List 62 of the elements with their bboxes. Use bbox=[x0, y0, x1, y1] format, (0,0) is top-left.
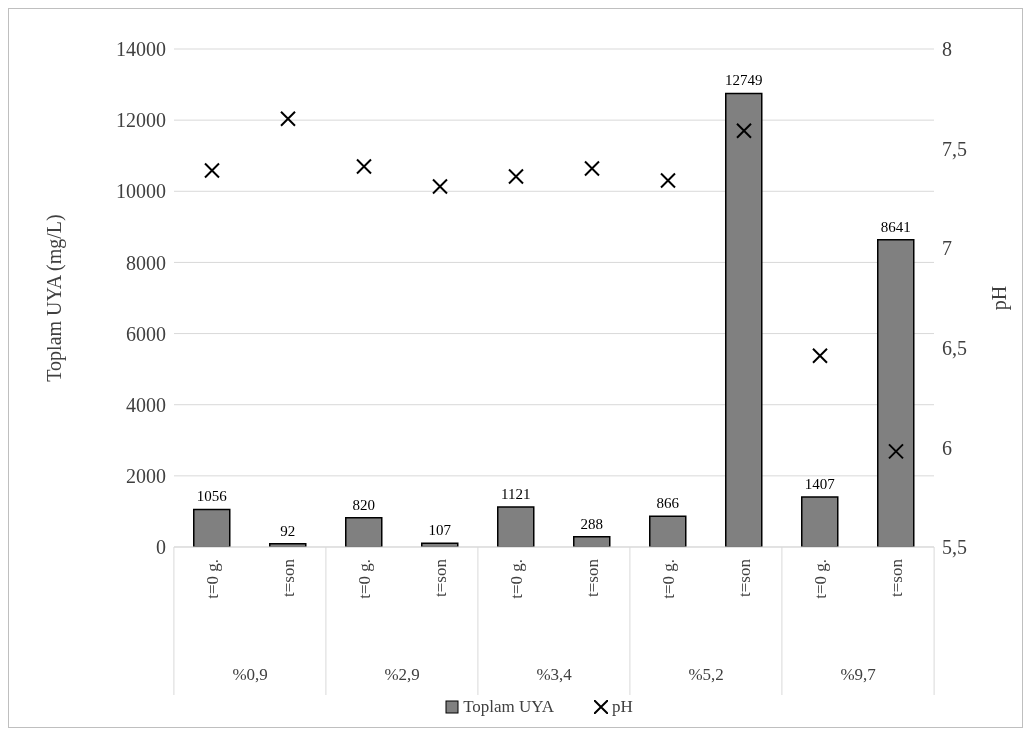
x-tick-label: t=0 g. bbox=[506, 559, 526, 599]
point bbox=[736, 122, 752, 139]
data-label: 8641 bbox=[880, 218, 911, 235]
point bbox=[888, 443, 904, 460]
y-axis-title: Toplam UYA (mg/L) bbox=[43, 214, 67, 382]
bar bbox=[573, 536, 611, 547]
y2-tick-label: 6 bbox=[942, 436, 952, 459]
legend-label: pH bbox=[611, 697, 633, 717]
bar bbox=[345, 517, 383, 547]
data-label: 92 bbox=[280, 522, 296, 539]
y-tick-label: 14000 bbox=[116, 38, 166, 61]
bar bbox=[649, 515, 687, 547]
y-tick-label: 6000 bbox=[126, 322, 166, 345]
data-label: 1121 bbox=[501, 486, 531, 503]
data-label: 12749 bbox=[725, 72, 763, 89]
data-label: 1056 bbox=[196, 488, 228, 505]
point bbox=[660, 172, 676, 189]
x-tick-label: t=son bbox=[582, 558, 602, 597]
y2-axis-title: pH bbox=[988, 285, 1012, 311]
x-tick-label: t=0 g. bbox=[202, 559, 222, 599]
legend-label: Toplam UYA bbox=[462, 697, 555, 717]
point bbox=[812, 347, 828, 364]
bar bbox=[421, 542, 459, 547]
point bbox=[432, 178, 448, 195]
data-label: 107 bbox=[428, 522, 452, 539]
text: %0,9 bbox=[232, 665, 268, 684]
text: %3,4 bbox=[536, 665, 573, 684]
text: %2,9 bbox=[384, 665, 420, 684]
bar bbox=[801, 496, 839, 547]
x-tick-label: t=0 g. bbox=[658, 559, 678, 599]
data-label: 866 bbox=[656, 495, 680, 512]
point bbox=[356, 158, 372, 175]
point bbox=[204, 162, 220, 179]
y2-tick-label: 7 bbox=[942, 237, 952, 260]
bar bbox=[497, 506, 535, 547]
x-tick-label: t=0 g. bbox=[810, 559, 830, 599]
point bbox=[280, 110, 296, 127]
text: %9,7 bbox=[840, 665, 877, 684]
y-tick-label: 0 bbox=[156, 536, 166, 559]
y-tick-label: 12000 bbox=[116, 109, 166, 132]
y-tick-label: 10000 bbox=[116, 180, 166, 203]
text: %5,2 bbox=[688, 665, 724, 684]
y2-tick-label: 7,5 bbox=[942, 137, 967, 160]
y-tick-label: 2000 bbox=[126, 464, 166, 487]
y2-tick-label: 6,5 bbox=[942, 336, 967, 359]
x-tick-label: t=son bbox=[278, 558, 298, 597]
bar bbox=[193, 508, 231, 547]
y-tick-label: 8000 bbox=[126, 251, 166, 274]
data-label: 1407 bbox=[804, 475, 836, 492]
bar bbox=[877, 238, 915, 547]
y2-tick-label: 8 bbox=[942, 38, 952, 61]
x-tick-label: t=0 g. bbox=[354, 559, 374, 599]
y-tick-label: 4000 bbox=[126, 393, 166, 416]
x-tick-label: t=son bbox=[886, 558, 906, 597]
x-tick-label: t=son bbox=[734, 558, 754, 597]
point bbox=[584, 160, 600, 177]
point bbox=[508, 168, 524, 185]
data-label: 820 bbox=[352, 496, 376, 513]
y2-tick-label: 5,5 bbox=[942, 536, 967, 559]
bar bbox=[725, 92, 763, 547]
x-tick-label: t=son bbox=[430, 558, 450, 597]
data-label: 288 bbox=[580, 515, 604, 532]
